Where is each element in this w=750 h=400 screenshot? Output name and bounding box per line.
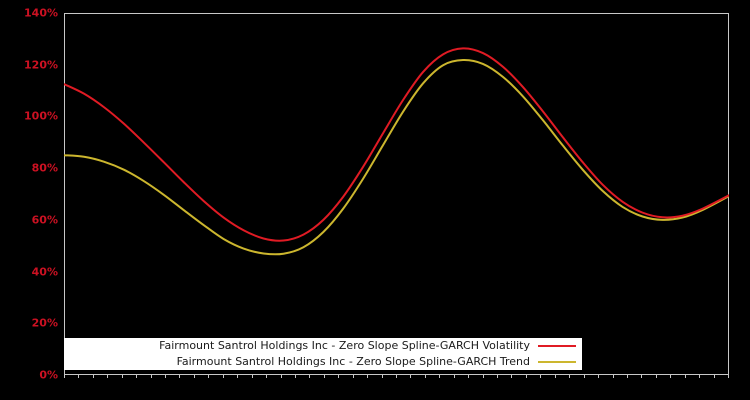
x-axis-tick — [78, 375, 80, 378]
x-axis-tick — [569, 375, 571, 378]
y-axis-tick-label: 100% — [24, 109, 58, 123]
y-axis-tick-label: 0% — [39, 368, 58, 382]
x-axis-tick — [237, 375, 239, 378]
line-trend — [64, 59, 729, 256]
x-axis-tick — [165, 375, 167, 378]
legend-label-trend: Fairmount Santrol Holdings Inc - Zero Sl… — [176, 355, 530, 368]
x-axis-tick — [439, 375, 441, 378]
chart-legend: Fairmount Santrol Holdings Inc - Zero Sl… — [64, 338, 582, 370]
x-axis-tick — [424, 375, 426, 378]
x-axis-tick — [352, 375, 354, 378]
plot-area-border — [64, 13, 729, 375]
legend-entry-volatility: Fairmount Santrol Holdings Inc - Zero Sl… — [64, 338, 582, 354]
x-axis-tick — [684, 375, 686, 378]
x-axis-tick — [251, 375, 253, 378]
x-axis-tick — [525, 375, 527, 378]
x-axis-tick — [266, 375, 268, 378]
x-axis-tick — [699, 375, 701, 378]
legend-label-volatility: Fairmount Santrol Holdings Inc - Zero Sl… — [159, 339, 530, 352]
x-axis-tick — [468, 375, 470, 378]
x-axis-tick — [121, 375, 123, 378]
y-axis-tick-label: 120% — [24, 58, 58, 72]
x-axis-tick — [136, 375, 138, 378]
x-axis-tick — [294, 375, 296, 378]
y-axis-tick-label: 140% — [24, 6, 58, 20]
x-axis-tick — [540, 375, 542, 378]
x-axis-tick — [92, 375, 94, 378]
x-axis-tick — [497, 375, 499, 378]
x-axis-tick — [511, 375, 513, 378]
x-axis-tick — [280, 375, 282, 378]
x-axis-tick — [641, 375, 643, 378]
y-axis-tick-label: 80% — [31, 161, 58, 175]
x-axis-tick — [453, 375, 455, 378]
x-axis-tick — [150, 375, 152, 378]
x-axis-tick — [728, 375, 729, 378]
legend-swatch-trend — [538, 361, 576, 363]
y-axis-tick-label: 40% — [31, 265, 58, 279]
x-axis-tick — [626, 375, 628, 378]
x-axis-tick — [554, 375, 556, 378]
x-axis-tick — [179, 375, 181, 378]
x-axis-tick — [338, 375, 340, 378]
y-axis-tick-label: 60% — [31, 213, 58, 227]
x-axis-tick — [410, 375, 412, 378]
x-axis-tick — [482, 375, 484, 378]
x-axis-tick — [323, 375, 325, 378]
x-axis-tick — [598, 375, 600, 378]
x-axis-tick — [367, 375, 369, 378]
x-axis-tick — [670, 375, 672, 378]
x-axis-tick — [309, 375, 311, 378]
x-axis-tick — [713, 375, 715, 378]
legend-entry-trend: Fairmount Santrol Holdings Inc - Zero Sl… — [64, 354, 582, 370]
x-axis-tick — [655, 375, 657, 378]
x-axis-tick — [381, 375, 383, 378]
x-axis-tick — [612, 375, 614, 378]
y-axis-tick-label: 20% — [31, 316, 58, 330]
x-axis-tick — [222, 375, 224, 378]
legend-swatch-volatility — [538, 345, 576, 347]
x-axis-tick — [583, 375, 585, 378]
x-axis-ticks — [64, 375, 729, 379]
x-axis-tick — [64, 375, 65, 378]
x-axis-tick — [107, 375, 109, 378]
x-axis-tick — [396, 375, 397, 378]
x-axis-tick — [193, 375, 195, 378]
plot-lines — [64, 47, 729, 256]
x-axis-tick — [208, 375, 210, 378]
line-volatility — [64, 47, 729, 242]
